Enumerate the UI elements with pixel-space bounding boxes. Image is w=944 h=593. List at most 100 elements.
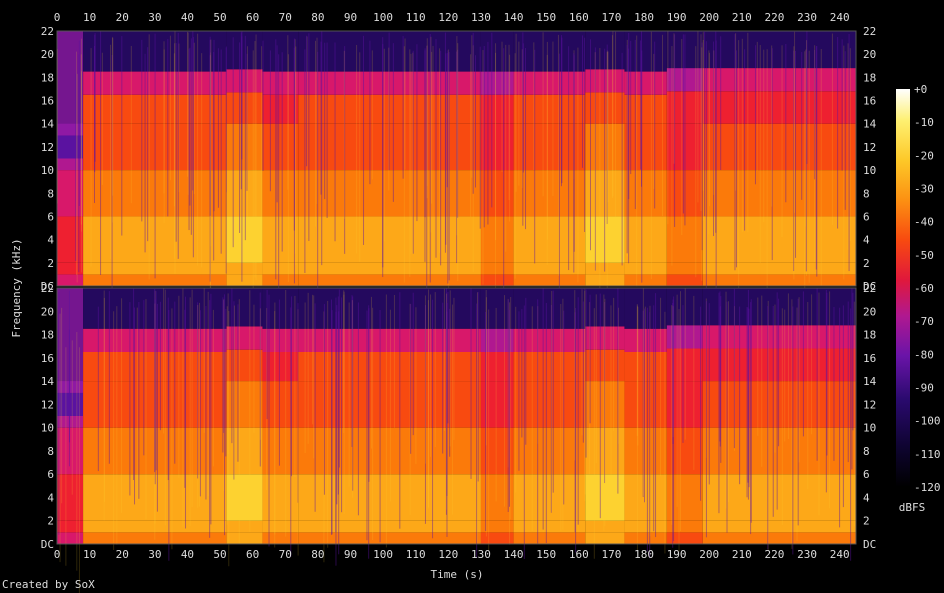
spectrum-streak: [522, 32, 524, 226]
spectrum-streak: [338, 289, 340, 468]
spectrum-band: [262, 520, 299, 533]
spectrum-streak: [238, 299, 240, 544]
spectrum-streak: [754, 45, 756, 185]
spectrum-streak: [121, 298, 123, 513]
spectrum-streak: [649, 312, 651, 559]
spectrum-streak: [509, 54, 511, 222]
spectrum-streak: [574, 290, 576, 461]
y-tick-label-right: 8: [863, 187, 870, 200]
spectrum-streak: [676, 294, 678, 507]
spectrum-streak: [78, 347, 80, 593]
spectrum-band: [83, 532, 227, 544]
spectrum-band: [624, 262, 667, 275]
spectrum-band: [57, 216, 84, 263]
spectrum-streak: [618, 307, 620, 444]
x-tick-label: 120: [438, 11, 458, 24]
spectrum-streak: [733, 306, 735, 451]
spectrum-streak: [57, 49, 59, 204]
spectrum-streak: [794, 31, 796, 213]
spectrum-streak: [744, 49, 746, 231]
y-tick-label-right: 16: [863, 95, 876, 108]
spectrum-band: [480, 328, 514, 352]
spectrum-band: [226, 349, 263, 382]
y-tick-label: 6: [47, 210, 54, 223]
spectrum-streak: [649, 305, 651, 537]
spectrum-band: [262, 216, 299, 263]
spectrum-band: [226, 170, 263, 217]
spectrum-band: [666, 123, 703, 171]
spectrum-streak: [324, 42, 326, 200]
spectrum-streak: [312, 294, 314, 425]
spectrum-streak: [446, 302, 448, 537]
spectrum-streak: [323, 311, 325, 563]
spectrum-streak: [416, 44, 418, 222]
spectrum-band: [585, 349, 625, 382]
spectrum-streak: [485, 289, 487, 446]
spectrum-streak: [697, 31, 699, 203]
spectrum-streak: [138, 301, 140, 499]
spectrum-segment: [513, 31, 586, 309]
spectrum-streak: [136, 307, 138, 500]
x-tick-label: 120: [438, 548, 458, 561]
spectrum-segment: [624, 31, 667, 287]
spectrum-streak: [653, 53, 655, 189]
spectrum-streak: [163, 288, 165, 434]
spectrum-streak: [700, 306, 702, 501]
x-tick-label: 0: [54, 11, 61, 24]
colorbar-tick-label: -120: [914, 481, 941, 494]
spectrum-band: [83, 427, 227, 475]
spectrum-band: [702, 123, 856, 171]
spectrum-streak: [560, 35, 562, 187]
spectrum-streak: [241, 36, 243, 282]
spectrum-streak: [225, 47, 227, 274]
spectrum-streak: [523, 305, 525, 560]
spectrum-streak: [145, 299, 147, 520]
spectrum-streak: [266, 289, 268, 420]
spectrum-streak: [518, 41, 520, 186]
spectrum-streak: [261, 46, 263, 247]
spectrum-streak: [725, 291, 727, 509]
spectrum-band: [666, 381, 703, 428]
spectrum-streak: [759, 45, 761, 264]
spectrum-streak: [317, 51, 319, 294]
spectrum-streak: [307, 292, 309, 444]
spectrum-streak: [756, 41, 758, 172]
spectrum-band: [480, 216, 514, 263]
spectrum-band: [83, 381, 227, 428]
spectrum-streak: [708, 50, 710, 235]
y-tick-label: 20: [41, 305, 54, 318]
x-tick-label: 70: [279, 11, 292, 24]
spectrum-streak: [163, 41, 165, 194]
spectrum-streak: [604, 302, 606, 484]
spectrum-streak: [704, 31, 706, 217]
y-tick-label: 2: [47, 515, 54, 528]
y-tick-label: 8: [47, 187, 54, 200]
spectrum-streak: [537, 299, 539, 544]
y-tick-label-right: 20: [863, 305, 876, 318]
spectrum-streak: [734, 34, 736, 271]
spectrum-streak: [802, 291, 804, 437]
x-tick-label: 230: [797, 11, 817, 24]
spectrum-band: [480, 71, 514, 95]
spectrum-band-high: [702, 31, 856, 69]
spectrum-streak: [750, 302, 752, 535]
spectrum-streak: [156, 303, 158, 512]
x-tick-label: 170: [601, 548, 621, 561]
spectrum-streak: [426, 45, 428, 297]
spectrum-band-high: [624, 31, 667, 72]
spectrum-streak: [444, 32, 446, 253]
x-tick-label: 170: [601, 11, 621, 24]
spectrum-streak: [304, 302, 306, 454]
spectrum-streak: [672, 303, 674, 548]
spectrum-band: [513, 71, 586, 95]
spectrum-streak: [184, 309, 186, 488]
spectrum-streak: [220, 49, 222, 254]
spectrum-streak: [451, 304, 453, 515]
spectrum-streak: [805, 40, 807, 276]
spectrum-band: [262, 474, 299, 521]
spectrum-streak: [154, 288, 156, 473]
spectrum-streak: [447, 291, 449, 424]
spectrum-streak: [793, 50, 795, 272]
spectrum-streak: [399, 292, 401, 529]
spectrum-band: [57, 392, 84, 416]
